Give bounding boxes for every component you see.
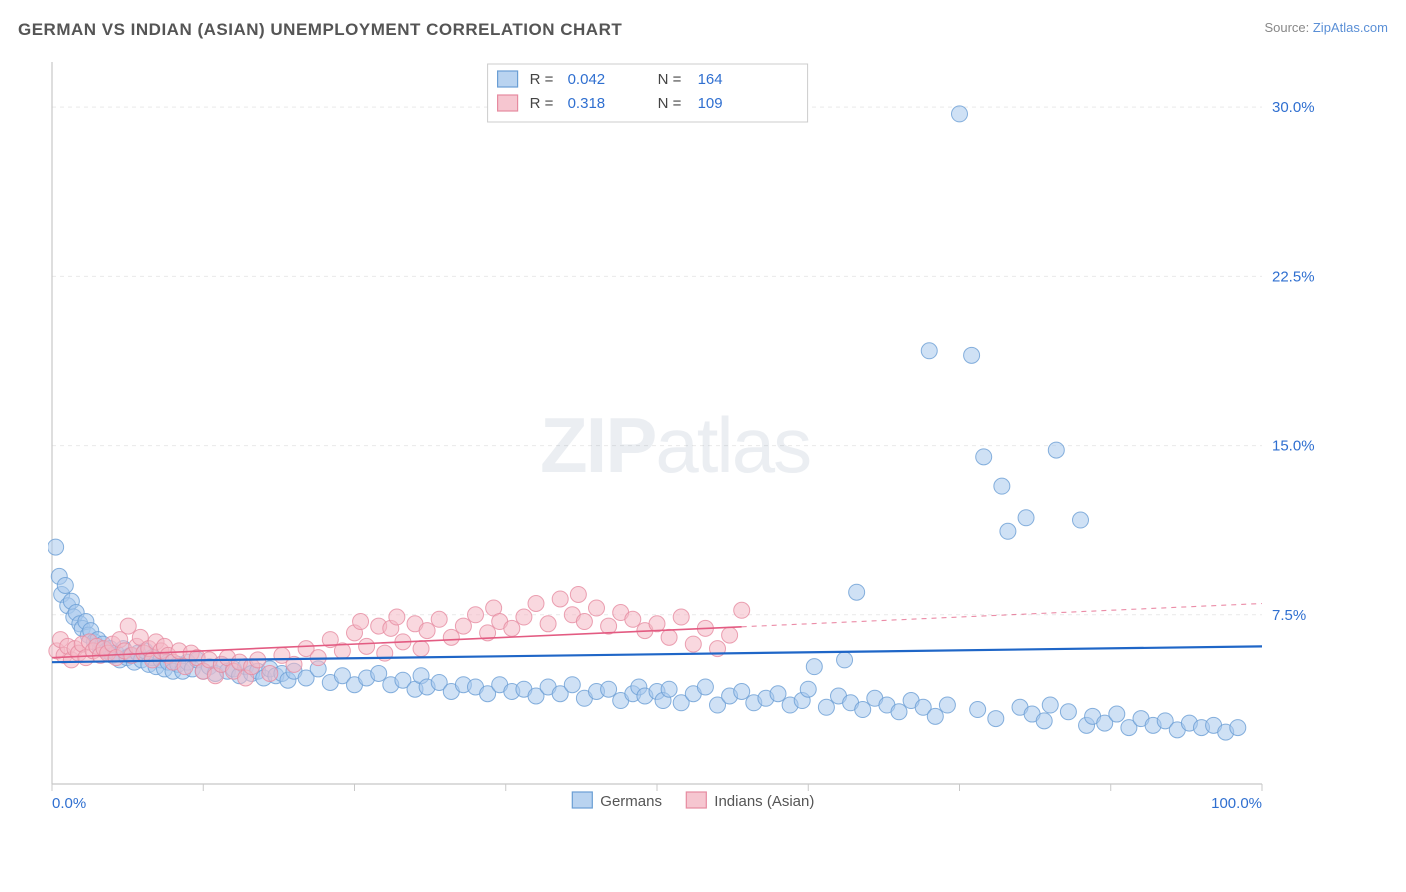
source-prefix: Source: [1264,20,1312,35]
svg-text:0.318: 0.318 [568,95,606,112]
svg-text:109: 109 [698,95,723,112]
svg-text:Germans: Germans [600,793,662,810]
svg-text:R =: R = [530,71,554,88]
svg-text:N =: N = [658,71,682,88]
svg-text:R =: R = [530,95,554,112]
source-citation: Source: ZipAtlas.com [1264,20,1388,35]
svg-text:N =: N = [658,95,682,112]
header: GERMAN VS INDIAN (ASIAN) UNEMPLOYMENT CO… [18,20,1388,50]
svg-text:22.5%: 22.5% [1272,268,1315,285]
source-link[interactable]: ZipAtlas.com [1313,20,1388,35]
svg-text:0.0%: 0.0% [52,795,86,812]
svg-text:100.0%: 100.0% [1211,795,1262,812]
svg-text:15.0%: 15.0% [1272,438,1315,455]
plot-area: 7.5% 15.0% 22.5% 30.0% 0.0% 100.0% R = 0.042 N =… [48,56,1328,826]
chart-title: GERMAN VS INDIAN (ASIAN) UNEMPLOYMENT CO… [18,20,622,39]
svg-text:7.5%: 7.5% [1272,607,1306,624]
chart-svg: 7.5% 15.0% 22.5% 30.0% 0.0% 100.0% R = 0.042 N =… [48,56,1328,826]
svg-text:164: 164 [698,71,723,88]
svg-text:30.0%: 30.0% [1272,99,1315,116]
svg-text:Indians (Asian): Indians (Asian) [714,793,814,810]
svg-text:0.042: 0.042 [568,71,606,88]
